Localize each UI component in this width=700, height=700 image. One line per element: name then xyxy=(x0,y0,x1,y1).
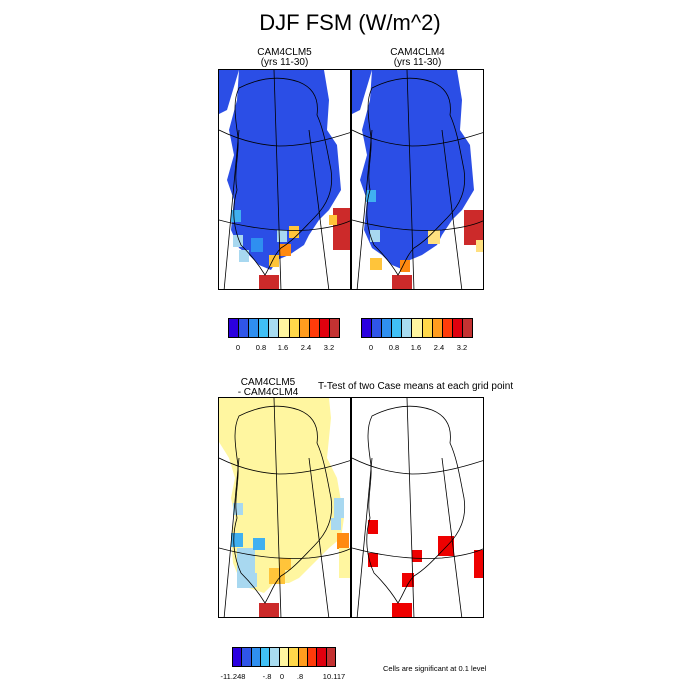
coastline xyxy=(352,398,483,617)
significant-cells xyxy=(368,520,483,617)
page-title: DJF FSM (W/m^2) xyxy=(259,10,441,35)
colorbar-bottom-swatch xyxy=(270,648,280,666)
colorbar-bottom-swatch xyxy=(298,648,308,666)
map-panel-2 xyxy=(351,69,484,290)
map-panel-2-graphic xyxy=(352,70,483,289)
panel-3-title-line2: - CAM4CLM4 xyxy=(237,387,299,398)
colorbar-top-right-swatch xyxy=(362,319,373,337)
colorbar-top-left-tick-label: 3.2 xyxy=(323,343,335,352)
panel-3-title: CAM4CLM5 - CAM4CLM4 xyxy=(218,378,318,398)
colorbar-top-right-swatch xyxy=(412,319,423,337)
significance-note: Cells are significant at 0.1 level xyxy=(383,664,487,673)
colorbar-bottom-swatch xyxy=(317,648,327,666)
colorbar-top-left-swatch xyxy=(239,319,250,337)
colorbar-top-right-swatch xyxy=(452,319,463,337)
colorbar-top-left-swatch xyxy=(299,319,310,337)
coastline xyxy=(219,398,350,617)
colorbar-top-right-swatch xyxy=(392,319,403,337)
colorbar-bottom xyxy=(232,647,336,667)
colorbar-bottom-swatch xyxy=(279,648,290,666)
colorbar-top-right-swatch xyxy=(432,319,443,337)
panel-2-title-line2: (yrs 11-30) xyxy=(393,57,442,68)
map-panel-3 xyxy=(218,397,351,618)
colorbar-top-left-swatch xyxy=(259,319,270,337)
colorbar-top-left-tick-label: 2.4 xyxy=(300,343,312,352)
colorbar-top-left-swatch xyxy=(319,319,330,337)
colorbar-top-right xyxy=(361,318,473,338)
colorbar-bottom-tick-label: 10.117 xyxy=(322,672,346,681)
colorbar-top-left-swatch xyxy=(329,319,340,337)
map-panel-1-graphic xyxy=(219,70,350,289)
colorbar-bottom-tick-label: .8 xyxy=(296,672,304,681)
colorbar-top-left-tick-label: 1.6 xyxy=(277,343,289,352)
colorbar-top-right-tick-label: 0 xyxy=(368,343,374,352)
panel-1-title: CAM4CLM5 (yrs 11-30) xyxy=(218,48,351,68)
difference-cells xyxy=(219,398,350,617)
map-panel-3-graphic xyxy=(219,398,350,617)
coastline xyxy=(352,70,483,289)
panel-2-title: CAM4CLM4 (yrs 11-30) xyxy=(351,48,484,68)
colorbar-top-left-tick-label: 0 xyxy=(235,343,241,352)
colorbar-top-left-tick-label: 0.8 xyxy=(255,343,267,352)
field-cells xyxy=(219,70,350,289)
colorbar-top-right-swatch xyxy=(442,319,453,337)
field-cells xyxy=(352,70,483,289)
colorbar-bottom-swatch xyxy=(251,648,262,666)
colorbar-bottom-swatch xyxy=(289,648,299,666)
colorbar-top-left xyxy=(228,318,340,338)
map-panel-4-graphic xyxy=(352,398,483,617)
colorbar-bottom-swatch xyxy=(233,648,243,666)
panel-2-title-line1: CAM4CLM4 xyxy=(390,47,445,58)
colorbar-bottom-tick-label: -.8 xyxy=(262,672,272,681)
colorbar-top-left-swatch xyxy=(309,319,320,337)
colorbar-bottom-swatch xyxy=(261,648,271,666)
colorbar-bottom-tick-label: 0 xyxy=(279,672,285,681)
colorbar-top-left-swatch xyxy=(289,319,300,337)
colorbar-bottom-swatch xyxy=(242,648,252,666)
colorbar-top-right-swatch xyxy=(382,319,393,337)
colorbar-top-right-swatch xyxy=(462,319,473,337)
colorbar-bottom-tick-label: -11.248 xyxy=(220,672,246,681)
colorbar-top-right-swatch xyxy=(402,319,413,337)
colorbar-top-right-tick-label: 1.6 xyxy=(410,343,422,352)
panel-4-title: T-Test of two Case means at each grid po… xyxy=(318,381,514,392)
coastline xyxy=(219,70,350,289)
panel-1-title-line2: (yrs 11-30) xyxy=(260,57,309,68)
colorbar-top-right-swatch xyxy=(372,319,383,337)
colorbar-top-right-swatch xyxy=(422,319,433,337)
colorbar-top-left-swatch xyxy=(279,319,290,337)
panel-3-title-line1: CAM4CLM5 xyxy=(240,377,296,388)
colorbar-top-left-swatch xyxy=(249,319,260,337)
colorbar-top-right-tick-label: 2.4 xyxy=(433,343,445,352)
colorbar-bottom-swatch xyxy=(307,648,318,666)
colorbar-top-left-swatch xyxy=(229,319,240,337)
colorbar-bottom-swatch xyxy=(326,648,335,666)
map-panel-4 xyxy=(351,397,484,618)
colorbar-top-left-swatch xyxy=(269,319,280,337)
colorbar-top-right-tick-label: 0.8 xyxy=(388,343,400,352)
panel-1-title-line1: CAM4CLM5 xyxy=(257,47,312,58)
colorbar-top-right-tick-label: 3.2 xyxy=(456,343,468,352)
map-panel-1 xyxy=(218,69,351,290)
